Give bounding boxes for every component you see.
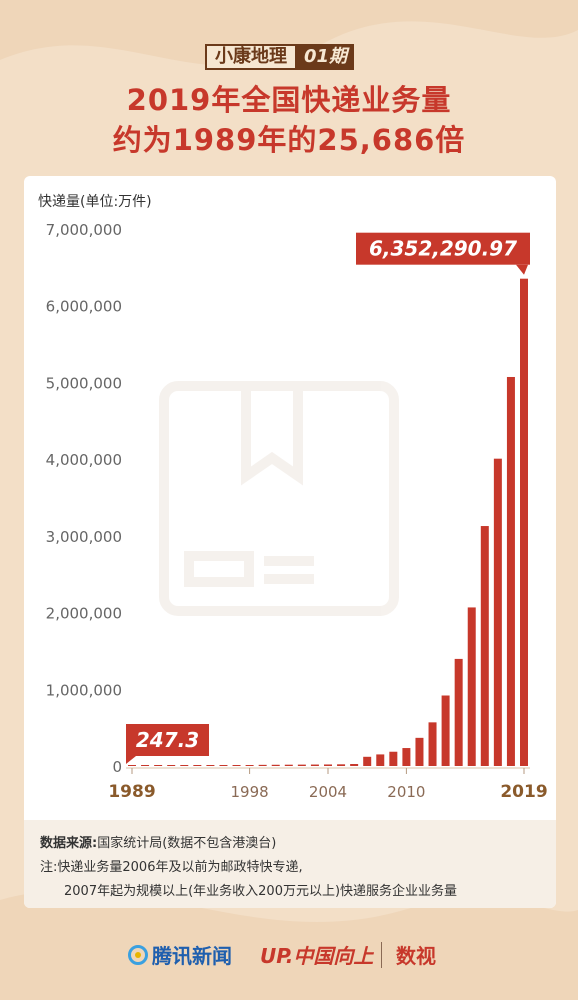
note-line-1: 注:快递业务量2006年及以前为邮政特快专递, (40, 860, 303, 875)
bar-2012 (428, 722, 437, 766)
y-tick-label: 5,000,000 (46, 374, 122, 392)
bar-1994 (193, 765, 202, 766)
annotation-pointer (126, 746, 136, 764)
source-note: 数据来源:国家统计局(数据不包含港澳台) (40, 832, 276, 851)
shushi-logo: 数视 (396, 944, 436, 968)
annotation-box (126, 724, 209, 756)
bar-2003 (310, 764, 319, 766)
bar-1999 (258, 764, 267, 766)
x-tick-label: 2004 (309, 783, 347, 801)
x-axis: 1989 1998 2004 2010 2019 (108, 767, 548, 802)
bar-1993 (180, 765, 189, 766)
chart-card: 快递量(单位:万件) 0 1,000,000 2,000,000 3,000,000 4… (24, 176, 556, 908)
bar-2019 (520, 278, 528, 766)
bar-1995 (206, 765, 215, 766)
x-tick-label: 2019 (500, 782, 547, 802)
bar-2014 (454, 658, 463, 766)
y-tick-label: 1,000,000 (46, 681, 122, 699)
x-tick-label: 2010 (387, 783, 425, 801)
bar-2000 (271, 764, 280, 766)
bar-series (128, 278, 528, 766)
y-tick-label: 3,000,000 (46, 528, 122, 546)
annotation-pointer (516, 264, 528, 275)
bar-2004 (324, 764, 332, 766)
footer-divider (381, 942, 382, 968)
y-tick-label: 2,000,000 (46, 605, 122, 623)
title-line-2: 约为1989年的25,686倍 (112, 123, 466, 157)
bar-1996 (219, 765, 228, 766)
bar-chart: 快递量(单位:万件) 0 1,000,000 2,000,000 3,000,000 4… (38, 194, 548, 802)
y-tick-label: 4,000,000 (46, 451, 122, 469)
y-axis-label: 快递量(单位:万件) (38, 194, 152, 210)
bar-1997 (232, 765, 241, 766)
tencent-news-icon (128, 944, 148, 965)
tencent-news-text: 腾讯新闻 (152, 944, 232, 968)
box-watermark-icon (159, 381, 399, 616)
x-tick-label: 1998 (231, 783, 269, 801)
bar-2006 (350, 764, 359, 766)
bar-2008 (376, 754, 385, 766)
source-text: 国家统计局(数据不包含港澳台) (97, 836, 277, 851)
bar-1998 (245, 765, 254, 766)
annotation-2019: 6,352,290.97 (356, 232, 530, 275)
bar-2002 (297, 764, 306, 766)
bar-2007 (363, 756, 372, 766)
bar-2005 (337, 764, 346, 766)
title-line-1: 2019年全国快递业务量 (126, 83, 452, 117)
bar-2001 (284, 764, 293, 766)
x-tick-label: 1989 (108, 782, 155, 802)
bar-1992 (167, 765, 176, 766)
issue-number: 01期 (297, 44, 355, 70)
tencent-news-logo: 腾讯新闻 (128, 940, 232, 969)
page-title: 2019年全国快递业务量 约为1989年的25,686倍 (0, 80, 578, 160)
bar-2011 (415, 737, 424, 766)
annotation-1989: 247.3 (126, 724, 209, 764)
series-name: 小康地理 (205, 44, 297, 70)
bar-2010 (402, 748, 411, 766)
footer-brands: 腾讯新闻 UP.中国向上 数视 (0, 934, 578, 974)
y-axis: 0 1,000,000 2,000,000 3,000,000 4,000,000 5,0… (46, 221, 122, 776)
bar-1991 (154, 765, 163, 766)
bar-2009 (389, 751, 398, 766)
notes-panel: 数据来源:国家统计局(数据不包含港澳台) 注:快递业务量2006年及以前为邮政特… (24, 820, 556, 908)
annotation-label: 247.3 (136, 728, 199, 752)
series-tag: 小康地理 01期 (205, 44, 355, 70)
note-line-2: 2007年起为规模以上(年业务收入200万元以上)快递服务企业业务量 (64, 884, 458, 899)
bar-2018 (506, 376, 515, 766)
bar-2015 (467, 607, 476, 766)
annotation-label: 6,352,290.97 (369, 237, 517, 261)
y-tick-label: 6,000,000 (46, 298, 122, 316)
y-tick-label: 7,000,000 (46, 221, 122, 239)
annotation-box (356, 232, 530, 265)
bar-2016 (480, 526, 489, 766)
up-china-logo: UP.中国向上 (260, 944, 374, 968)
bar-1989 (128, 765, 136, 766)
bar-1990 (141, 765, 150, 766)
source-label: 数据来源: (40, 836, 98, 851)
annotations: 6,352,290.97 247.3 (126, 232, 530, 764)
bar-2013 (441, 695, 450, 766)
bar-2017 (493, 458, 502, 766)
y-tick-label: 0 (112, 758, 122, 776)
